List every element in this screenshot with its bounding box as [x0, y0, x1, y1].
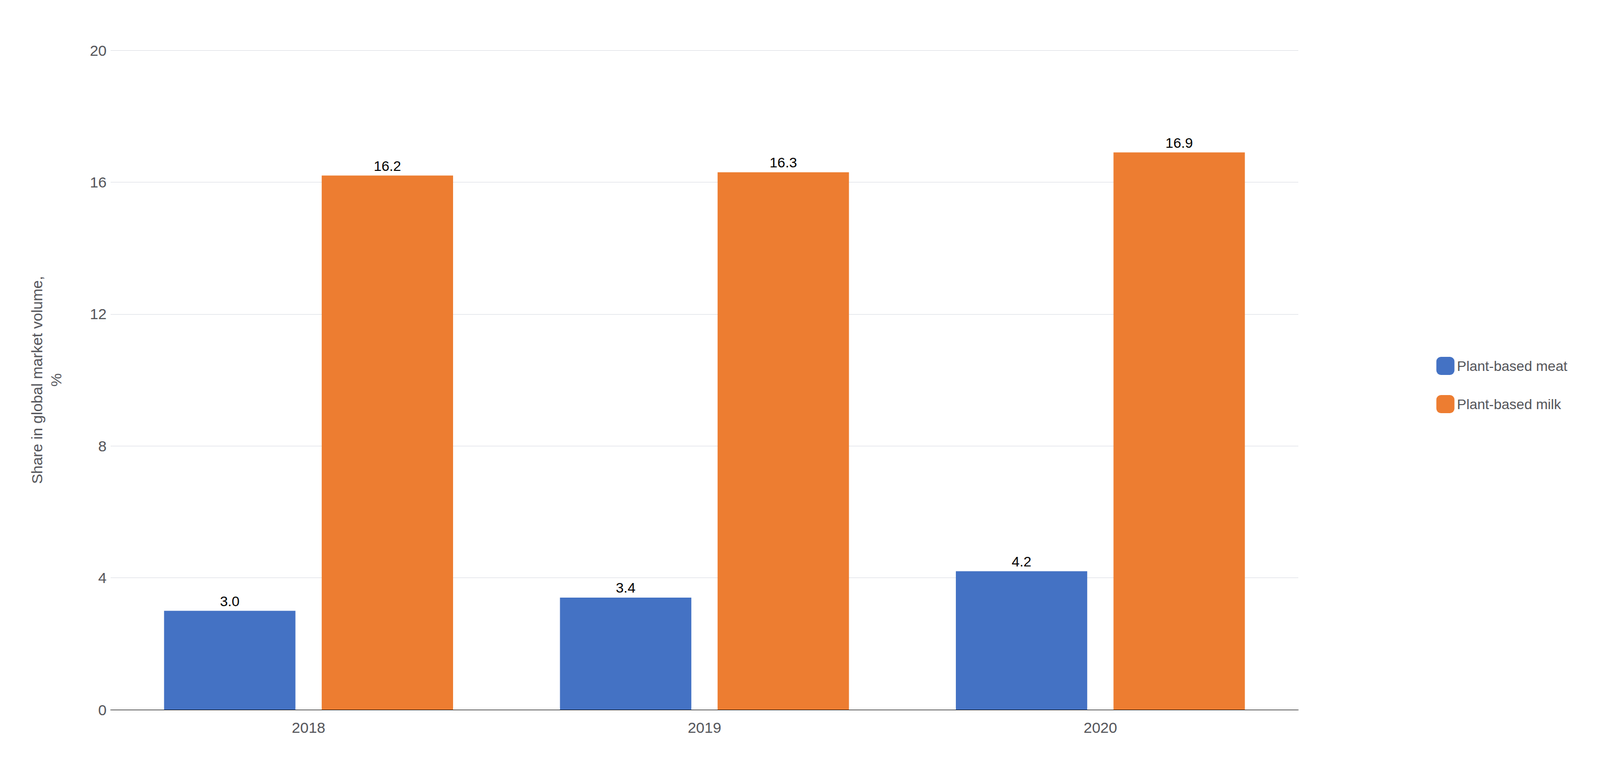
svg-text:8: 8 [98, 437, 107, 455]
svg-text:12: 12 [90, 305, 107, 323]
svg-text:%: % [47, 373, 65, 388]
svg-text:3.0: 3.0 [219, 593, 240, 610]
svg-text:2018: 2018 [291, 719, 326, 737]
svg-text:20: 20 [90, 42, 107, 59]
svg-text:Plant-based milk: Plant-based milk [1457, 396, 1562, 413]
svg-text:4: 4 [98, 569, 107, 587]
svg-text:2019: 2019 [687, 719, 722, 737]
svg-text:16: 16 [90, 173, 107, 191]
svg-text:16.3: 16.3 [769, 154, 798, 171]
svg-text:Plant-based meat: Plant-based meat [1457, 358, 1568, 375]
svg-text:4.2: 4.2 [1011, 554, 1032, 570]
svg-text:3.4: 3.4 [615, 580, 636, 596]
svg-text:Share in global market volume,: Share in global market volume, [28, 276, 46, 485]
svg-text:0: 0 [98, 701, 107, 719]
svg-text:2020: 2020 [1083, 719, 1118, 737]
svg-text:16.2: 16.2 [373, 158, 402, 174]
svg-text:16.9: 16.9 [1165, 135, 1194, 151]
